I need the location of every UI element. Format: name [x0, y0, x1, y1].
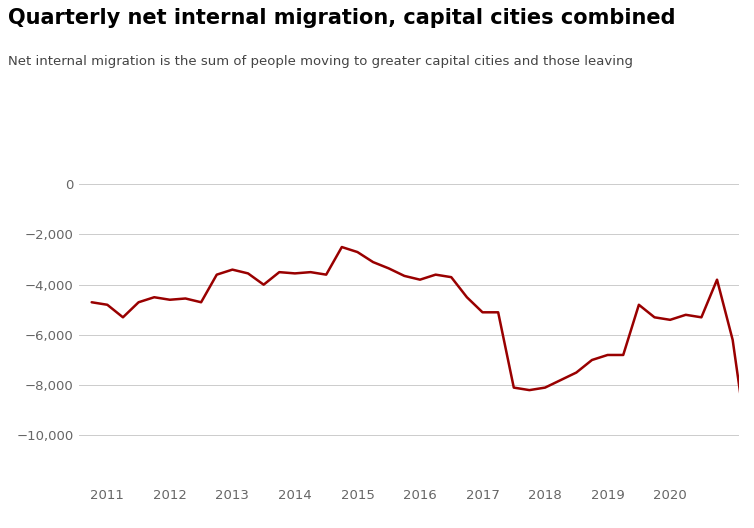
Text: Net internal migration is the sum of people moving to greater capital cities and: Net internal migration is the sum of peo… [8, 55, 633, 69]
Text: Quarterly net internal migration, capital cities combined: Quarterly net internal migration, capita… [8, 8, 675, 28]
